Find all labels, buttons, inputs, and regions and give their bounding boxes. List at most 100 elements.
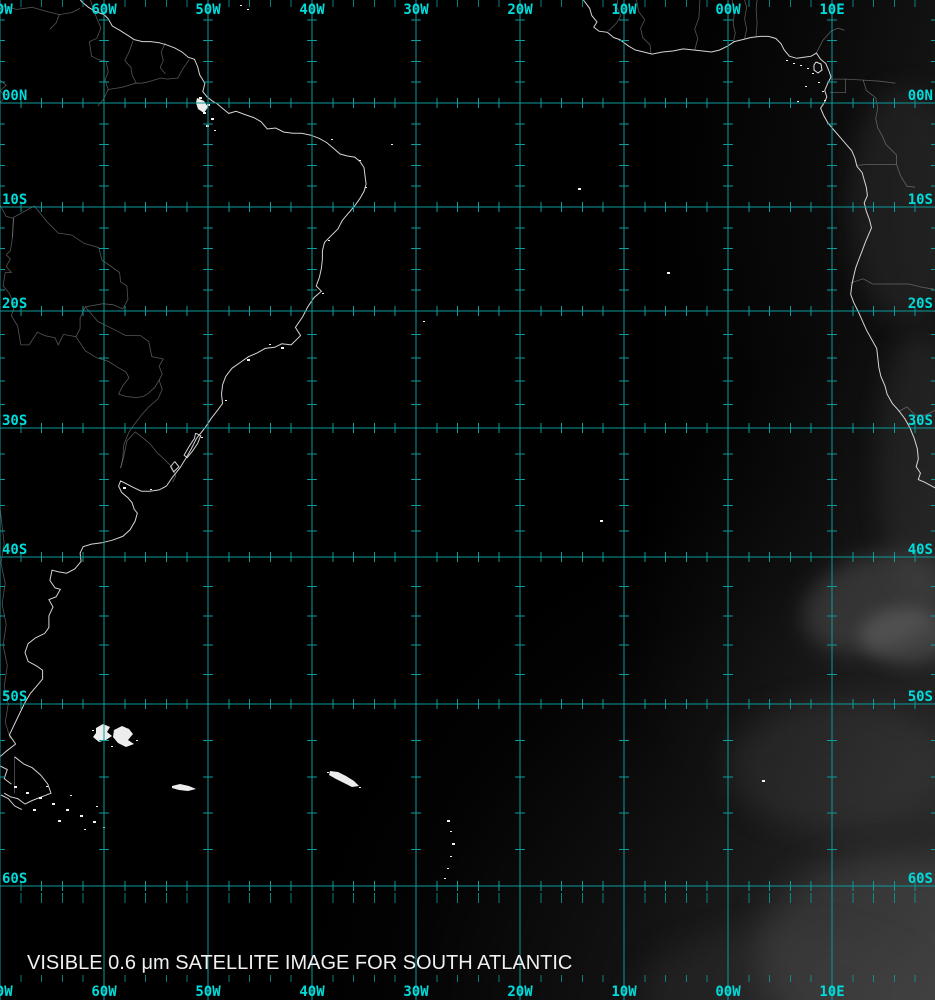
cloud-speck <box>328 240 330 241</box>
cloud-speck <box>80 815 83 817</box>
cloud-speck <box>824 100 826 101</box>
caption-title: VISIBLE 0.6 μm SATELLITE IMAGE FOR SOUTH… <box>27 952 573 974</box>
latitude-label-left: 00N <box>2 88 27 104</box>
longitude-label-bottom: 30W <box>403 984 429 1000</box>
cloud-speck <box>452 843 455 845</box>
cloud-speck <box>805 86 807 87</box>
cloud-speck <box>365 187 367 188</box>
latitude-label-right: 40S <box>908 542 933 558</box>
longitude-label-top: 50W <box>195 2 221 18</box>
cloud-speck <box>793 63 795 64</box>
cloud-speck <box>447 820 450 822</box>
longitude-label-bottom: 70W <box>0 984 13 1000</box>
cloud-speck <box>359 160 361 161</box>
cloud-speck <box>359 787 361 788</box>
latitude-label-right: 10S <box>908 192 933 208</box>
longitude-label-bottom: 10W <box>611 984 637 1000</box>
latitude-label-right: 50S <box>908 689 933 705</box>
cloud-speck <box>225 400 227 401</box>
longitude-label-bottom: 60W <box>91 984 117 1000</box>
latitude-label-right: 30S <box>908 413 933 429</box>
cloud-speck <box>14 786 17 788</box>
cloud-speck <box>807 68 809 69</box>
island-shape <box>196 98 208 113</box>
coastline-overlay <box>0 0 935 879</box>
longitude-label-top: 10W <box>611 2 637 18</box>
longitude-label-bottom: 40W <box>299 984 325 1000</box>
island-shape <box>329 771 359 787</box>
cloud-speck <box>812 73 814 74</box>
cloud-speck <box>247 9 249 10</box>
longitude-label-top: 40W <box>299 2 325 18</box>
cloud-speck <box>123 487 126 489</box>
latitude-label-left: 60S <box>2 871 27 887</box>
cloud-speck <box>822 91 824 92</box>
island-shape <box>172 784 196 791</box>
latitude-label-left: 30S <box>2 413 27 429</box>
latitude-label-right: 60S <box>908 871 933 887</box>
cloud-speck <box>211 118 214 120</box>
latitude-label-left: 10S <box>2 192 27 208</box>
latitude-label-left: 40S <box>2 542 27 558</box>
longitude-label-top: 60W <box>91 2 117 18</box>
longitude-label-top: 10E <box>819 2 844 18</box>
latitude-label-right: 20S <box>908 296 933 312</box>
cloud-speck <box>150 489 152 490</box>
longitude-label-top: 30W <box>403 2 429 18</box>
cloud-speck <box>600 520 603 522</box>
cloud-speck <box>797 101 799 102</box>
island-shape <box>113 726 134 747</box>
cloud-speck <box>578 188 581 190</box>
island-shape <box>93 724 112 742</box>
caption-block: VISIBLE 0.6 μm SATELLITE IMAGE FOR SOUTH… <box>27 908 572 1000</box>
latitude-label-right: 00N <box>908 88 933 104</box>
cloud-speck <box>33 809 36 811</box>
cloud-speck <box>84 829 86 830</box>
cloud-speck <box>52 803 55 805</box>
cloud-speck <box>26 792 29 794</box>
cloud-speck <box>136 740 138 741</box>
cloud-speck <box>214 130 216 131</box>
cloud-speck <box>70 795 72 796</box>
longitude-label-bottom: 50W <box>195 984 221 1000</box>
cloud-speck <box>444 878 446 879</box>
cloud-speck <box>203 112 206 114</box>
cloud-speck <box>93 821 96 823</box>
longitude-label-top: 70W <box>0 2 13 18</box>
cloud-speck <box>450 831 452 832</box>
cloud-speck <box>46 786 48 787</box>
cloud-speck <box>391 144 393 145</box>
cloud-speck <box>240 5 242 6</box>
cloud-speck <box>247 359 250 361</box>
cloud-speck <box>762 780 765 782</box>
cloud-speck <box>322 293 324 294</box>
cloud-speck <box>281 347 284 349</box>
cloud-speck <box>331 139 333 140</box>
cloud-speck <box>201 437 203 438</box>
cloud-speck <box>423 321 425 322</box>
cloud-speck <box>92 730 94 731</box>
cloud-speck <box>786 60 788 61</box>
latitude-label-left: 20S <box>2 296 27 312</box>
longitude-label-bottom: 10E <box>819 984 844 1000</box>
cloud-speck <box>667 272 670 274</box>
cloud-speck <box>58 820 61 822</box>
latitude-label-left: 50S <box>2 689 27 705</box>
cloud-speck <box>800 65 802 66</box>
cloud-speck <box>447 868 449 869</box>
cloud-speck <box>39 797 42 799</box>
longitude-label-top: 00W <box>715 2 741 18</box>
cloud-speck <box>96 806 98 807</box>
cloud-speck <box>269 344 271 345</box>
cloud-speck <box>66 809 69 811</box>
cloud-speck <box>450 856 452 857</box>
cloud-speck <box>818 82 820 83</box>
longitude-label-top: 20W <box>507 2 533 18</box>
cloud-speck <box>199 97 202 99</box>
longitude-label-bottom: 20W <box>507 984 533 1000</box>
cloud-speck <box>327 772 329 773</box>
